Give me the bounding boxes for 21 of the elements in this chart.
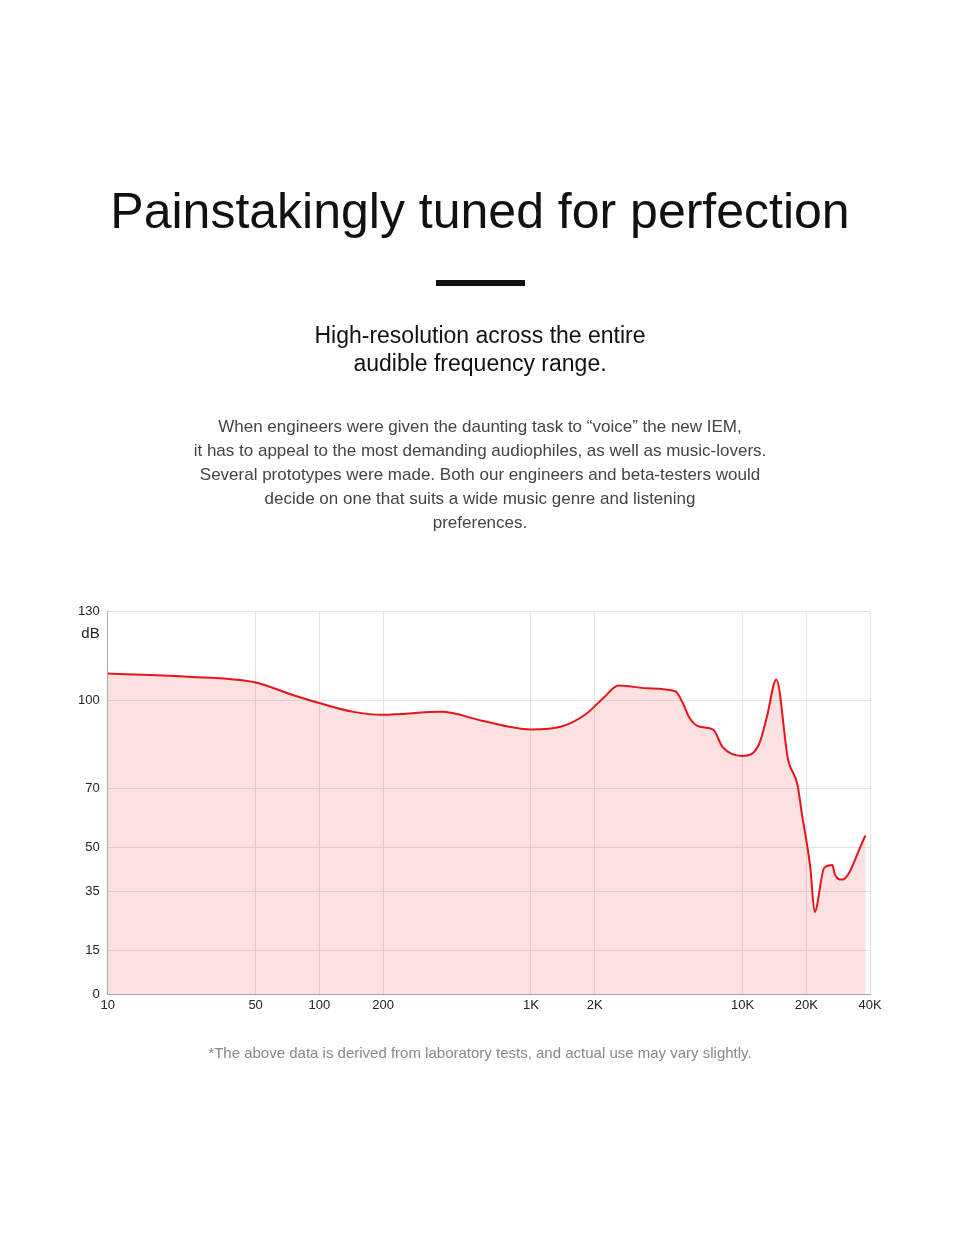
text: *The above data is derived from laboratory tests, and actual use may vary slightly. <box>207 1044 753 1061</box>
y-tick-label: 100 <box>77 691 100 707</box>
x-tick-label: 20K <box>794 996 819 1012</box>
chart-subtitle: High-resolution across the entire audible frequency range. <box>313 321 647 377</box>
x-tick-label: 10K <box>731 996 755 1012</box>
y-tick-label: 70 <box>85 779 100 795</box>
x-tick-label: 1K <box>523 996 540 1012</box>
y-tick-label: 15 <box>85 941 100 957</box>
x-tick-label: 40K <box>858 996 882 1012</box>
y-tick-label: 50 <box>85 838 100 854</box>
y-tick-label: 35 <box>85 882 100 898</box>
text: When engineers were given the daunting task to “voice” the new IEM, it has to appeal to the most demanding audiophiles, as well as music-lovers. Several prototypes were made. Both our engineers and beta-testers would decide on one that suits a wide music genre and listening preferences. <box>192 416 768 534</box>
x-tick-label: 200 <box>372 996 394 1012</box>
x-tick-label: 100 <box>308 996 331 1012</box>
x-tick-label: 10 <box>100 996 115 1012</box>
x-tick-label: 2K <box>586 996 603 1012</box>
y-tick-label: 0 <box>92 985 100 1001</box>
chart-title: Painstakingly tuned for perfection <box>109 182 851 240</box>
y-tick-label: 130 <box>77 603 100 619</box>
y-axis-title: dB <box>81 623 100 641</box>
x-tick-label: 50 <box>248 996 263 1012</box>
